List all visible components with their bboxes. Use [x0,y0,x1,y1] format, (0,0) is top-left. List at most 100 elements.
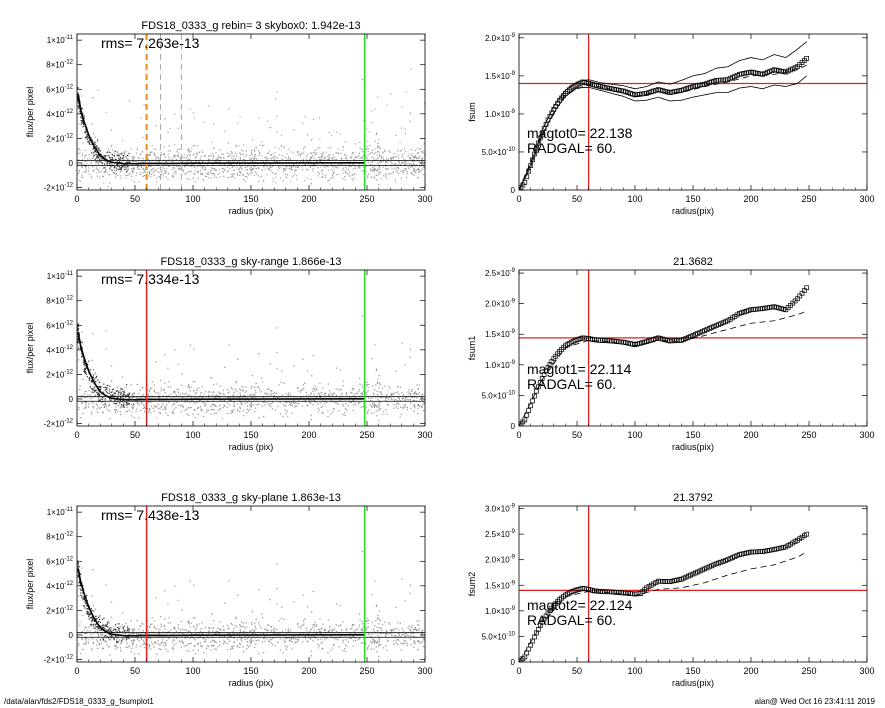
sky-point [388,398,390,400]
sky-point [387,397,389,399]
sky-point [323,153,325,155]
sky-point [234,169,236,171]
sky-point [245,150,247,152]
sky-point [323,392,326,394]
sky-point [275,182,277,184]
sky-point [367,158,369,160]
sky-point [290,168,292,170]
sky-point [285,176,287,178]
sky-point [290,402,292,405]
sky-point [359,167,361,169]
sky-point [271,172,273,174]
sky-point [100,393,102,395]
sky-point [234,152,236,154]
galaxy-point [94,150,96,152]
sky-point [178,166,180,168]
sky-point [344,172,346,174]
sky-point [96,168,99,170]
sky-point [227,170,229,172]
galaxy-point [77,335,79,338]
sky-point [363,166,365,168]
sky-point [160,154,162,156]
sky-point [378,391,381,393]
sky-point [283,405,285,407]
sky-point [316,159,318,161]
sky-point [362,406,364,408]
sky-point [165,161,167,163]
sky-point [132,393,134,395]
sky-point [219,149,222,151]
galaxy-point [78,107,81,109]
sky-point [148,164,151,166]
sky-point [183,409,185,411]
sky-point [344,408,346,410]
x-tick-label: 150 [685,194,700,204]
sky-point [155,160,157,162]
galaxy-point [118,158,120,160]
axes-frame [518,33,868,191]
sky-point [131,406,133,408]
sky-point [167,150,169,152]
sky-point [395,181,397,183]
sky-point [92,405,94,407]
sky-point [216,394,218,396]
sky-point [417,404,419,406]
sky-point [328,394,330,396]
sky-point [394,399,396,401]
sky-point [402,170,404,172]
sky-point [270,406,272,408]
sky-point [329,390,331,392]
sky-point [289,394,291,396]
sky-point [264,156,266,158]
galaxy-point [96,375,98,377]
sky-point [234,160,236,162]
sky-point [386,394,388,396]
sky-point [184,166,186,168]
sky-point [386,104,388,106]
sky-point [416,169,418,171]
sky-point [144,396,146,398]
sky-point [411,390,413,393]
sky-point [118,403,121,405]
sky-point [166,160,168,162]
sky-point [374,108,376,110]
sky-point [130,415,132,417]
sky-point [125,404,127,406]
sky-point [83,393,86,395]
galaxy-point [126,404,128,406]
sky-point [125,386,127,389]
sky-point [85,170,87,172]
sky-point [412,399,414,401]
sky-point [98,406,100,408]
sky-point [193,390,195,392]
sky-point [167,172,169,174]
sky-point [214,397,216,399]
sky-point [151,151,153,153]
sky-point [275,173,277,175]
sky-point [380,172,382,174]
sky-point [148,175,150,177]
galaxy-point [87,140,89,142]
sky-point [252,168,254,170]
sky-point [416,148,418,150]
sky-point [244,181,246,183]
sky-point [332,157,334,159]
sky-point [347,405,349,407]
sky-point [401,162,403,164]
sky-point [105,330,107,332]
sky-point [93,387,95,389]
sky-point [120,414,122,416]
sky-point [310,414,312,416]
sky-point [233,403,235,406]
sky-point [347,169,349,171]
sky-point [294,402,296,404]
sky-point [404,150,407,153]
sky-point [227,142,229,144]
sky-point [286,401,288,403]
sky-point [423,402,425,404]
sky-point [310,158,312,160]
sky-point [153,390,156,392]
sky-point [197,170,199,172]
sky-point [224,366,226,368]
galaxy-point [111,391,113,393]
